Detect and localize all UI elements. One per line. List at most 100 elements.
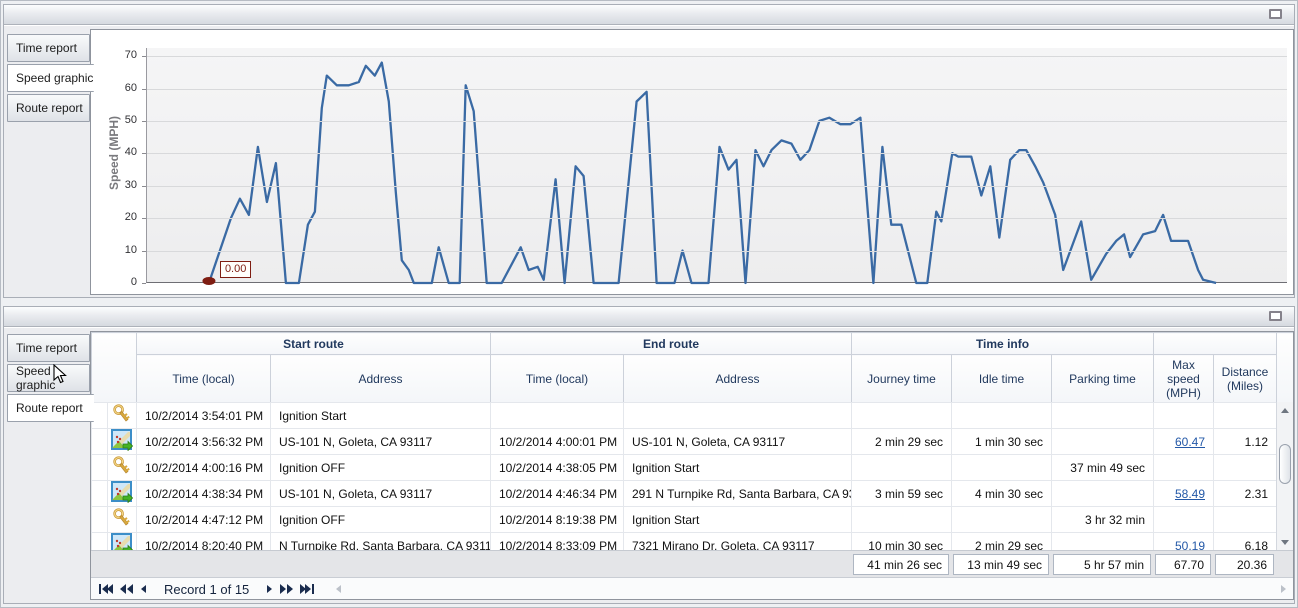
cell-max-speed (1153, 454, 1214, 481)
summary-row: 41 min 26 sec 13 min 49 sec 5 hr 57 min 67.… (91, 550, 1293, 577)
cell-max-speed (1153, 506, 1214, 533)
tab-route-report[interactable]: Route report (7, 94, 90, 122)
cell-start-time: 10/2/2014 4:00:16 PM (136, 454, 271, 481)
max-speed-link[interactable]: 58.49 (1174, 486, 1205, 501)
cell-max-speed: 50.19 (1153, 532, 1214, 551)
y-tick-label: 50 (124, 113, 137, 126)
table-row[interactable]: 10/2/2014 4:38:34 PM US-101 N, Goleta, CA… (91, 480, 1277, 507)
y-tick-mark (142, 218, 146, 220)
collapse-icon[interactable] (1269, 9, 1282, 19)
max-speed-link[interactable]: 60.47 (1174, 434, 1205, 449)
next-page-button[interactable] (280, 584, 294, 594)
column-header[interactable]: Max speed (MPH) (1153, 354, 1214, 403)
y-tick-label: 40 (124, 146, 137, 159)
column-header[interactable]: Idle time (951, 354, 1052, 403)
plot-area (146, 48, 1287, 285)
tab-time-report[interactable]: Time report (7, 334, 90, 362)
column-header[interactable]: Parking time (1051, 354, 1154, 403)
column-header[interactable]: Distance (Miles) (1213, 354, 1277, 403)
cell-distance (1213, 506, 1277, 533)
row-indicator-cell (91, 480, 108, 507)
group-header-blank (1153, 332, 1277, 355)
gridline (147, 120, 1287, 122)
tab-route-report[interactable]: Route report (7, 394, 94, 422)
prev-page-button[interactable] (120, 584, 133, 594)
cell-end-time: 10/2/2014 8:33:09 PM (490, 532, 624, 550)
bottom-panel-header (4, 307, 1294, 327)
first-record-button[interactable] (99, 584, 113, 594)
speed-graphic-panel: Time report Speed graphic Route report S… (3, 4, 1295, 298)
top-tabstrip: Time report Speed graphic Route report (4, 26, 94, 297)
cell-end-time: 10/2/2014 4:38:05 PM (490, 454, 624, 481)
group-header-start-route[interactable]: Start route (136, 332, 491, 355)
cell-parking-time (1051, 428, 1154, 455)
y-tick-mark (142, 185, 146, 187)
max-speed-link[interactable]: 50.19 (1174, 538, 1205, 551)
cell-idle-time: 4 min 30 sec (951, 480, 1052, 507)
scroll-down-button[interactable] (1277, 534, 1293, 550)
table-row[interactable]: 10/2/2014 3:56:32 PM US-101 N, Goleta, CA… (91, 428, 1277, 455)
cell-distance: 2.31 (1213, 480, 1277, 507)
cell-end-address: US-101 N, Goleta, CA 93117 (623, 428, 852, 455)
cell-journey-time (851, 402, 952, 429)
cell-start-time: 10/2/2014 4:38:34 PM (136, 480, 271, 507)
row-indicator-cell (91, 454, 108, 481)
y-tick-label: 30 (124, 178, 137, 191)
cell-distance: 1.12 (1213, 428, 1277, 455)
column-header[interactable]: Time (local) (136, 354, 271, 403)
cell-end-time (490, 402, 624, 429)
y-tick-label: 70 (124, 49, 137, 62)
tab-label: Time report (16, 341, 77, 355)
hscroll-left-arrow[interactable] (335, 584, 342, 594)
column-header[interactable]: Time (local) (490, 354, 624, 403)
tab-label: Time report (16, 41, 77, 55)
y-tick-mark (142, 250, 146, 252)
tab-speed-graphic[interactable]: Speed graphic (7, 64, 94, 92)
y-tick-mark (142, 283, 146, 284)
record-counter: Record 1 of 15 (164, 581, 250, 597)
vertical-scrollbar[interactable] (1276, 402, 1293, 550)
group-header-end-route[interactable]: End route (490, 332, 852, 355)
cell-end-address: 7321 Mirano Dr, Goleta, CA 93117 (623, 532, 852, 550)
y-tick-mark (142, 56, 146, 58)
key-icon (113, 456, 130, 474)
cell-end-time: 10/2/2014 4:00:01 PM (490, 428, 624, 455)
tab-label: Speed graphic (16, 364, 56, 392)
group-header-time-info[interactable]: Time info (851, 332, 1154, 355)
last-record-button[interactable] (300, 584, 315, 594)
route-icon (111, 429, 134, 452)
scroll-up-button[interactable] (1277, 402, 1293, 418)
table-header: Start route End route Time info Time (local… (91, 332, 1293, 403)
cell-end-address (623, 402, 852, 429)
collapse-icon[interactable] (1269, 311, 1282, 321)
column-header[interactable]: Address (623, 354, 852, 403)
tab-label: Route report (16, 101, 83, 115)
mouse-cursor (53, 364, 67, 384)
route-icon (111, 481, 134, 504)
prev-record-button[interactable] (140, 584, 147, 594)
cell-end-time: 10/2/2014 8:19:38 PM (490, 506, 624, 533)
table-body-viewport[interactable]: 10/2/2014 3:54:01 PM Ignition Start 10/2/2… (91, 402, 1293, 550)
cell-end-address: Ignition Start (623, 506, 852, 533)
cell-start-address: Ignition Start (270, 402, 491, 429)
cell-start-address: US-101 N, Goleta, CA 93117 (270, 480, 491, 507)
table-row[interactable]: 10/2/2014 4:47:12 PM Ignition OFF 10/2/201… (91, 506, 1277, 533)
summary-parking-time: 5 hr 57 min (1053, 554, 1151, 575)
speed-line-series (202, 61, 1217, 285)
tab-time-report[interactable]: Time report (7, 34, 90, 62)
column-header[interactable]: Journey time (851, 354, 952, 403)
key-icon (113, 404, 130, 422)
table-row[interactable]: 10/2/2014 3:54:01 PM Ignition Start (91, 402, 1277, 429)
next-record-button[interactable] (266, 584, 273, 594)
cell-parking-time (1051, 532, 1154, 550)
table-row[interactable]: 10/2/2014 4:00:16 PM Ignition OFF 10/2/201… (91, 454, 1277, 481)
hscroll-right-arrow[interactable] (1280, 584, 1287, 594)
scrollbar-thumb[interactable] (1279, 444, 1291, 484)
tab-speed-graphic[interactable]: Speed graphic (7, 364, 90, 392)
column-header[interactable]: Address (270, 354, 491, 403)
cell-start-time: 10/2/2014 3:56:32 PM (136, 428, 271, 455)
cell-start-address: Ignition OFF (270, 454, 491, 481)
top-panel-header (4, 5, 1294, 25)
table-row[interactable]: 10/2/2014 8:20:40 PM N Turnpike Rd, Santa… (91, 532, 1277, 551)
